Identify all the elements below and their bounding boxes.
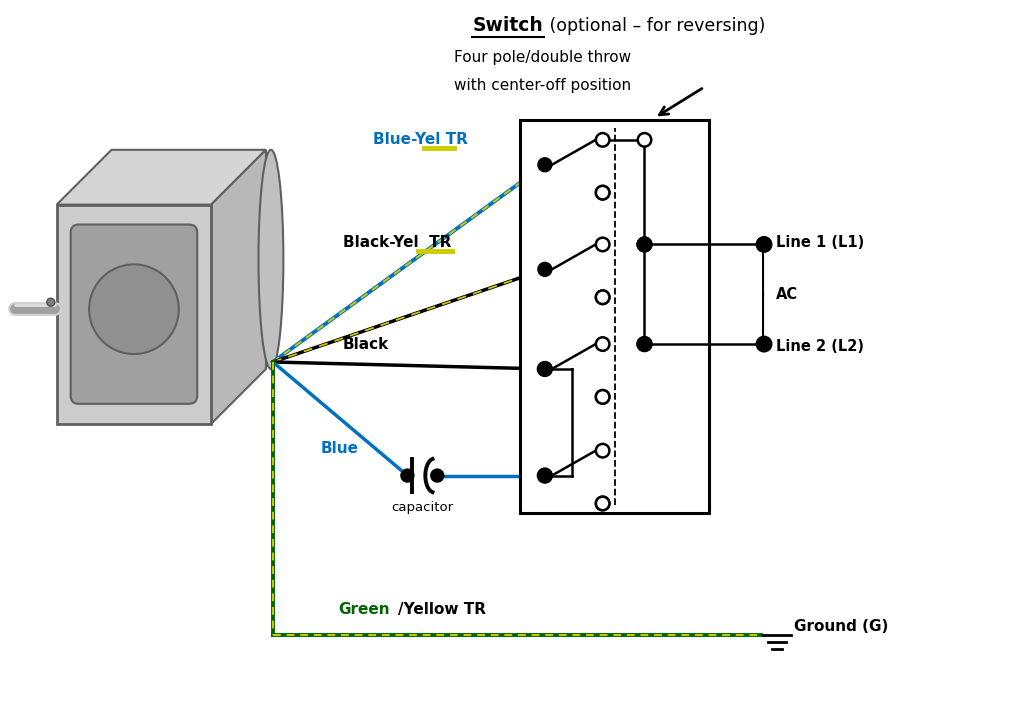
Polygon shape [56, 205, 211, 424]
Circle shape [89, 264, 179, 354]
Circle shape [596, 444, 609, 458]
Circle shape [638, 237, 651, 251]
Circle shape [638, 133, 651, 147]
Circle shape [757, 237, 772, 252]
Polygon shape [211, 150, 266, 424]
Polygon shape [56, 150, 266, 205]
Circle shape [538, 468, 552, 482]
Circle shape [538, 262, 552, 277]
Circle shape [596, 497, 609, 510]
Circle shape [47, 298, 54, 306]
Ellipse shape [258, 150, 284, 369]
Circle shape [401, 469, 414, 482]
Text: Green: Green [339, 602, 390, 617]
Text: Blue: Blue [321, 441, 358, 455]
Circle shape [596, 290, 609, 304]
Text: AC: AC [776, 287, 798, 302]
Text: Line 2 (L2): Line 2 (L2) [776, 339, 864, 353]
Circle shape [596, 290, 609, 304]
Text: (optional – for reversing): (optional – for reversing) [544, 17, 765, 35]
Circle shape [596, 237, 609, 251]
Circle shape [596, 390, 609, 404]
Circle shape [596, 133, 609, 147]
Text: Line 1 (L1): Line 1 (L1) [776, 235, 864, 250]
Text: Four pole/double throw: Four pole/double throw [455, 50, 632, 65]
Text: capacitor: capacitor [391, 502, 454, 515]
Circle shape [596, 497, 609, 510]
Text: Switch: Switch [472, 16, 543, 35]
Circle shape [637, 337, 652, 352]
Text: Ground (G): Ground (G) [794, 620, 888, 634]
Text: Black: Black [343, 337, 389, 352]
Circle shape [596, 337, 609, 351]
Circle shape [538, 468, 552, 483]
Circle shape [596, 390, 609, 404]
Text: with center-off position: with center-off position [455, 78, 632, 93]
Circle shape [638, 337, 651, 351]
Circle shape [431, 469, 443, 482]
Circle shape [538, 362, 552, 376]
FancyBboxPatch shape [71, 224, 198, 404]
Circle shape [538, 158, 552, 172]
Circle shape [757, 337, 772, 352]
Circle shape [637, 237, 652, 252]
Circle shape [596, 186, 609, 199]
Circle shape [596, 186, 609, 199]
Text: Black-Yel  TR: Black-Yel TR [343, 235, 451, 251]
Text: Blue-Yel TR: Blue-Yel TR [373, 132, 467, 147]
Text: /Yellow TR: /Yellow TR [398, 602, 486, 617]
Bar [520, 120, 710, 513]
Circle shape [538, 361, 552, 376]
